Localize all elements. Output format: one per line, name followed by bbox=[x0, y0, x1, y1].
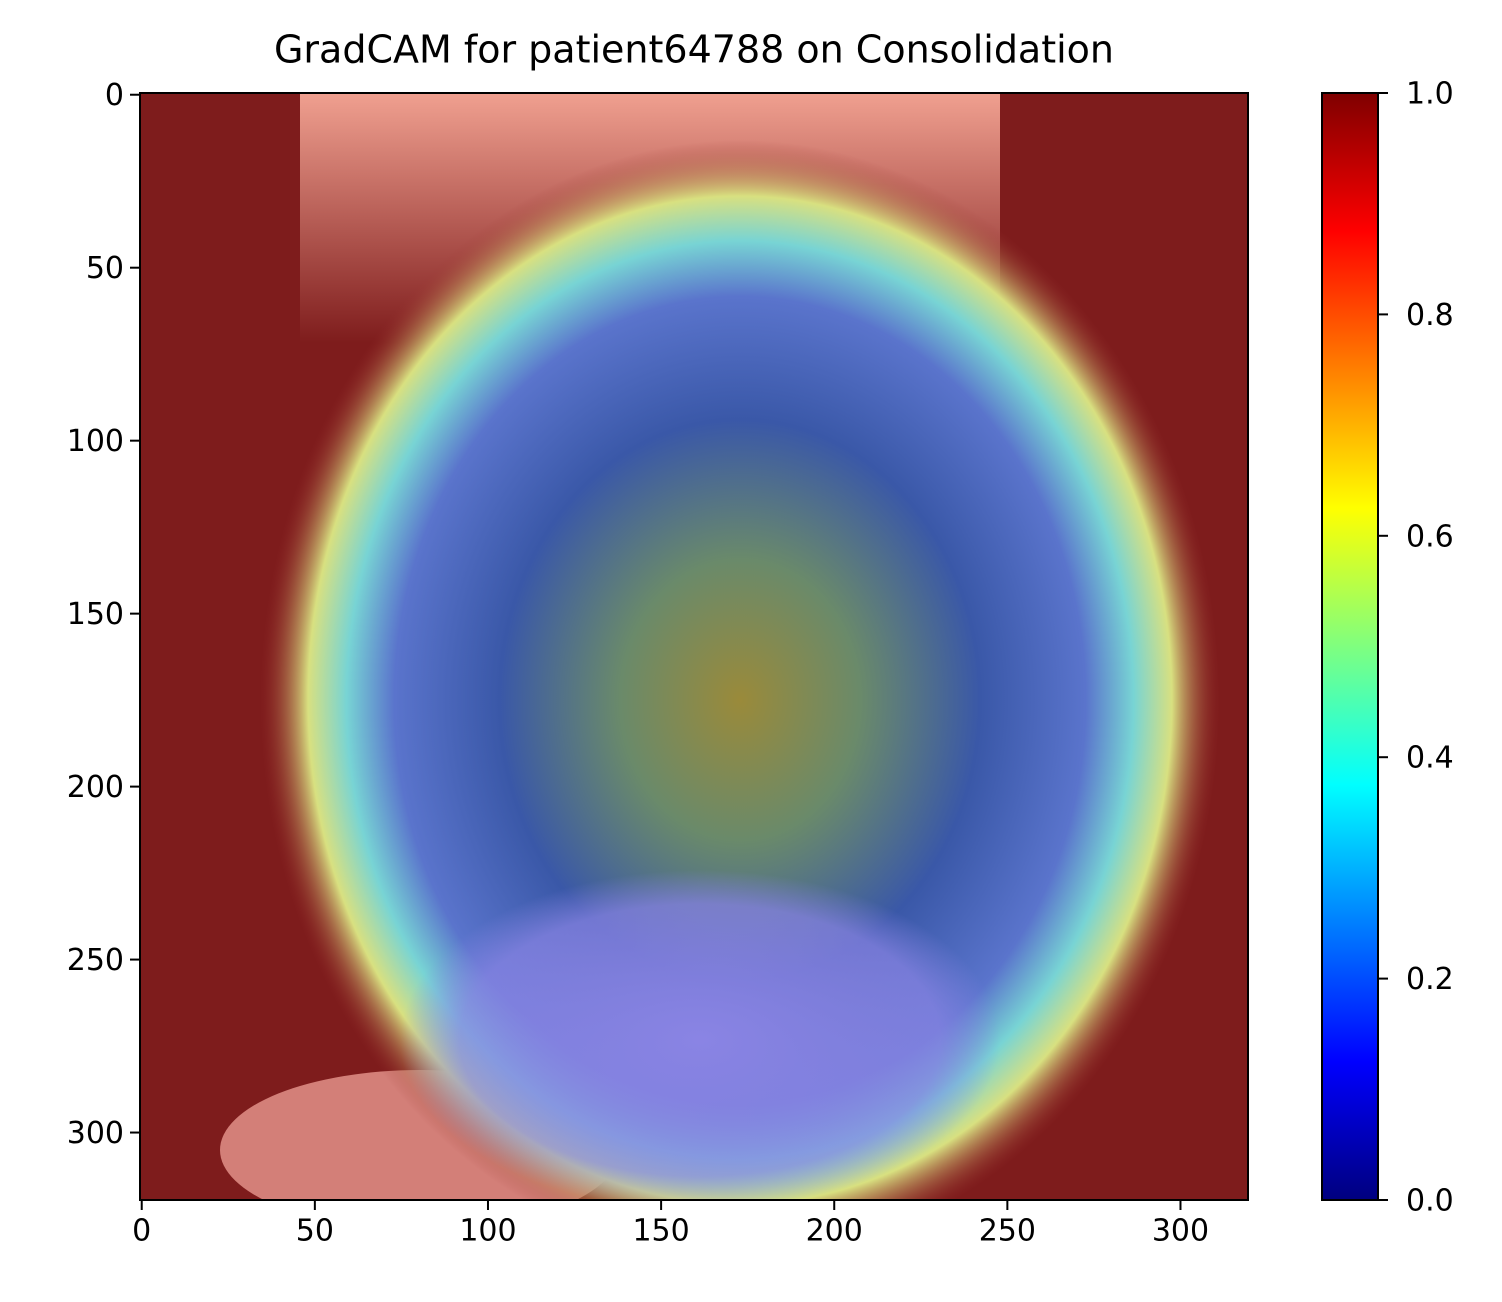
colorbar-tick-label: 0.8 bbox=[1406, 298, 1454, 333]
y-tick-label: 50 bbox=[86, 251, 124, 286]
x-tick-label: 0 bbox=[132, 1214, 151, 1249]
colorbar bbox=[1321, 92, 1379, 1201]
x-tick-label: 50 bbox=[296, 1214, 334, 1249]
heatmap-image bbox=[140, 93, 1248, 1200]
colorbar-tick-label: 0.6 bbox=[1406, 519, 1454, 554]
chart-title: GradCAM for patient64788 on Consolidatio… bbox=[274, 28, 1114, 72]
y-tick-label: 150 bbox=[67, 597, 124, 632]
axes-frame bbox=[139, 92, 1249, 1201]
x-tick-label: 300 bbox=[1152, 1214, 1209, 1249]
y-tick-label: 0 bbox=[105, 78, 124, 113]
x-tick-label: 250 bbox=[979, 1214, 1036, 1249]
y-tick-label: 250 bbox=[67, 943, 124, 978]
x-tick-label: 100 bbox=[459, 1214, 516, 1249]
image-region bbox=[400, 870, 1000, 1200]
x-tick-label: 200 bbox=[806, 1214, 863, 1249]
y-tick-label: 100 bbox=[67, 424, 124, 459]
colorbar-tick-label: 1.0 bbox=[1406, 77, 1454, 112]
x-tick-label: 150 bbox=[632, 1214, 689, 1249]
y-tick-label: 300 bbox=[67, 1116, 124, 1151]
colorbar-tick-label: 0.4 bbox=[1406, 741, 1454, 776]
colorbar-tick-label: 0.0 bbox=[1406, 1184, 1454, 1219]
colorbar-tick-label: 0.2 bbox=[1406, 962, 1454, 997]
y-tick-label: 200 bbox=[67, 770, 124, 805]
